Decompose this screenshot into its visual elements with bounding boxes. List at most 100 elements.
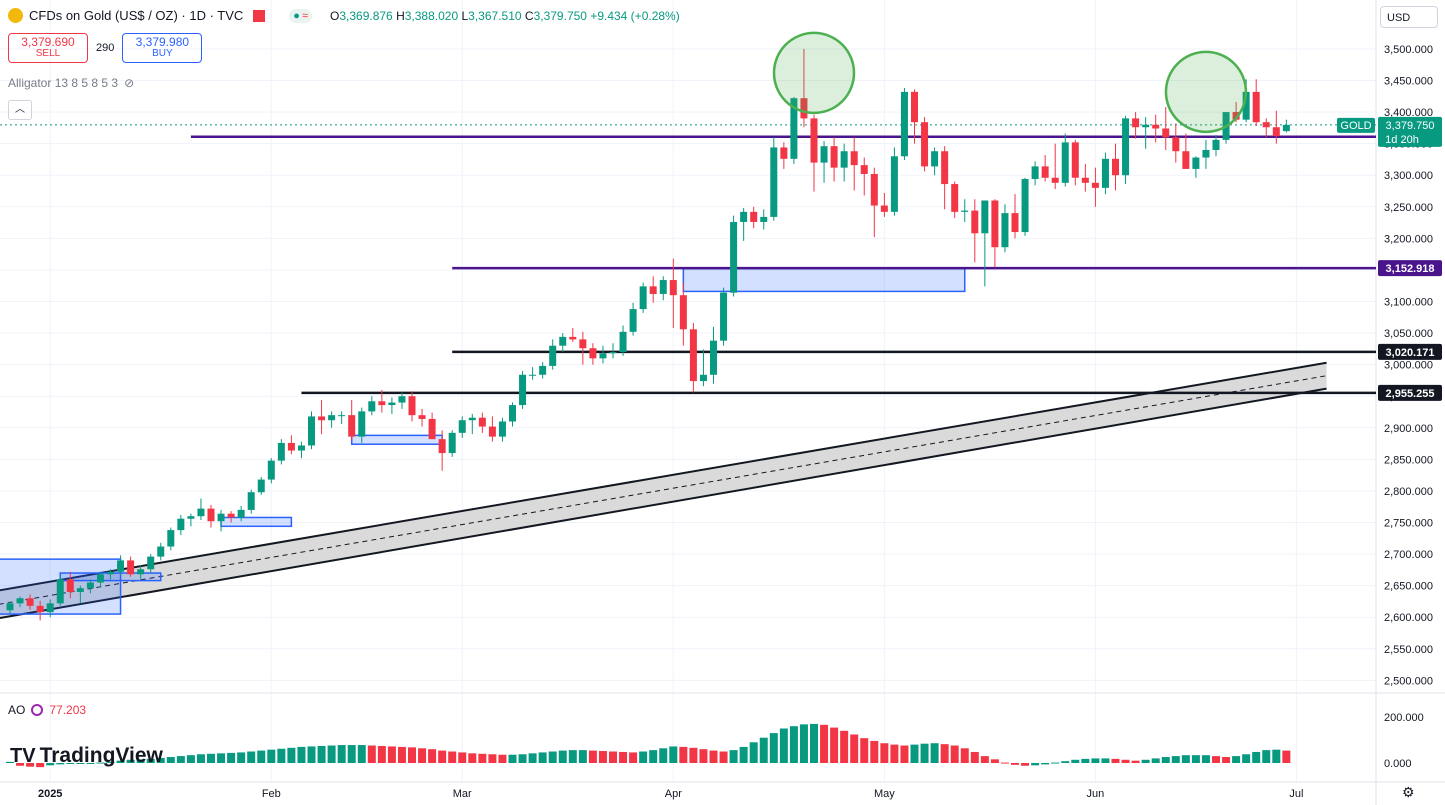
candle bbox=[227, 513, 235, 518]
ao-bar bbox=[217, 753, 226, 763]
sell-price: 3,379.690 bbox=[21, 35, 75, 49]
ao-settings-icon[interactable] bbox=[31, 704, 44, 716]
ao-bar bbox=[207, 753, 215, 763]
candle bbox=[880, 205, 888, 212]
ao-bar bbox=[156, 757, 165, 763]
candle bbox=[6, 603, 14, 611]
ao-bar bbox=[297, 746, 306, 763]
ao-bar bbox=[860, 738, 869, 763]
price-tick-label: 2,550.000 bbox=[1384, 644, 1433, 656]
candle bbox=[147, 556, 155, 570]
candle bbox=[740, 211, 748, 222]
ao-bar bbox=[598, 751, 607, 763]
zone-box bbox=[350, 434, 443, 445]
candle bbox=[710, 340, 717, 375]
channel-upper bbox=[0, 361, 1327, 592]
price-tag-label: 3,020.171 bbox=[1386, 347, 1435, 359]
time-tick-label: 2025 bbox=[38, 788, 62, 800]
price-tick-label: 2,850.000 bbox=[1384, 454, 1433, 466]
candle bbox=[1122, 118, 1130, 176]
candle bbox=[26, 598, 34, 606]
candle bbox=[1212, 139, 1220, 150]
candle bbox=[277, 442, 285, 461]
candle bbox=[1051, 177, 1059, 183]
last-price-label: 3,379.750 bbox=[1386, 120, 1435, 132]
candle bbox=[498, 421, 506, 437]
ao-bar bbox=[739, 746, 748, 763]
candle bbox=[348, 415, 356, 437]
ao-bar bbox=[337, 745, 346, 763]
price-tags: 3,360.9423,152.9183,020.1712,955.2553,37… bbox=[1337, 116, 1442, 401]
ao-bar bbox=[106, 761, 115, 763]
candle bbox=[167, 530, 175, 547]
candle bbox=[1101, 158, 1109, 188]
candle bbox=[870, 173, 878, 206]
time-tick-label: Feb bbox=[262, 788, 281, 800]
ao-bar bbox=[86, 763, 95, 764]
candle bbox=[1192, 157, 1200, 169]
ao-bar bbox=[980, 756, 989, 763]
ao-bar bbox=[619, 751, 628, 763]
ao-label[interactable]: AO bbox=[8, 703, 26, 717]
candle bbox=[559, 336, 567, 346]
ao-bar bbox=[136, 759, 145, 763]
ao-bar bbox=[428, 749, 437, 763]
ao-bar bbox=[699, 749, 708, 763]
candle bbox=[669, 280, 677, 296]
buy-button[interactable]: 3,379.980 BUY bbox=[122, 33, 203, 63]
spread-value: 290 bbox=[96, 42, 115, 54]
ao-bar bbox=[568, 750, 577, 763]
gear-icon[interactable]: ⚙ bbox=[1402, 784, 1415, 800]
candle bbox=[468, 417, 476, 421]
ao-bar bbox=[237, 752, 246, 763]
price-tick-label: 3,400.000 bbox=[1384, 107, 1433, 119]
ao-bar bbox=[1111, 758, 1120, 763]
ao-bar bbox=[307, 746, 316, 763]
ao-bar bbox=[679, 746, 688, 763]
candle bbox=[408, 396, 416, 416]
flag-icon[interactable] bbox=[253, 9, 266, 22]
ao-bar bbox=[1121, 759, 1130, 763]
toggle-switch[interactable]: ● ≈ bbox=[289, 8, 312, 23]
trade-panel: 3,379.690 SELL 290 3,379.980 BUY bbox=[8, 33, 203, 63]
horizontal-lines bbox=[0, 124, 1376, 395]
ao-bar bbox=[347, 745, 356, 763]
indicator-label[interactable]: Alligator 13 8 5 8 5 3 bbox=[8, 76, 119, 90]
channel-fill bbox=[0, 362, 1327, 619]
collapse-legend-button[interactable]: ︿ bbox=[8, 100, 32, 120]
ao-bar bbox=[397, 746, 406, 763]
ao-bar bbox=[990, 759, 999, 763]
ao-bar bbox=[538, 752, 547, 763]
eye-off-icon[interactable]: ⊘ bbox=[124, 76, 135, 90]
symbol-title[interactable]: CFDs on Gold (US$ / OZ) · 1D · TVC bbox=[29, 8, 244, 23]
ao-bar bbox=[166, 757, 175, 763]
candle bbox=[297, 445, 305, 451]
ao-bar bbox=[548, 751, 557, 763]
candle bbox=[619, 331, 627, 353]
ao-bar bbox=[257, 750, 266, 763]
ao-bar bbox=[478, 753, 487, 763]
ao-bar bbox=[146, 758, 155, 763]
ao-bar bbox=[1061, 761, 1070, 763]
candle bbox=[589, 348, 597, 359]
candle bbox=[1282, 124, 1290, 132]
ao-bar bbox=[287, 747, 296, 763]
candle bbox=[1252, 91, 1260, 123]
price-tick-label: 3,050.000 bbox=[1384, 328, 1433, 340]
candle bbox=[519, 374, 527, 406]
price-tick-label: 2,500.000 bbox=[1384, 675, 1433, 687]
candle bbox=[137, 569, 145, 575]
ao-bar bbox=[1021, 763, 1030, 766]
ao-bar bbox=[448, 751, 457, 763]
currency-select[interactable]: USD bbox=[1380, 6, 1438, 28]
ao-tick-label: 200.000 bbox=[1384, 712, 1424, 724]
ao-bar bbox=[327, 745, 336, 763]
candle bbox=[850, 151, 858, 166]
candle bbox=[1172, 137, 1180, 152]
candle bbox=[1262, 122, 1270, 128]
ao-bar bbox=[1242, 754, 1251, 763]
tradingview-logo[interactable]: TV TradingView bbox=[10, 744, 163, 768]
ao-bar bbox=[176, 756, 185, 763]
sell-button[interactable]: 3,379.690 SELL bbox=[8, 33, 88, 63]
